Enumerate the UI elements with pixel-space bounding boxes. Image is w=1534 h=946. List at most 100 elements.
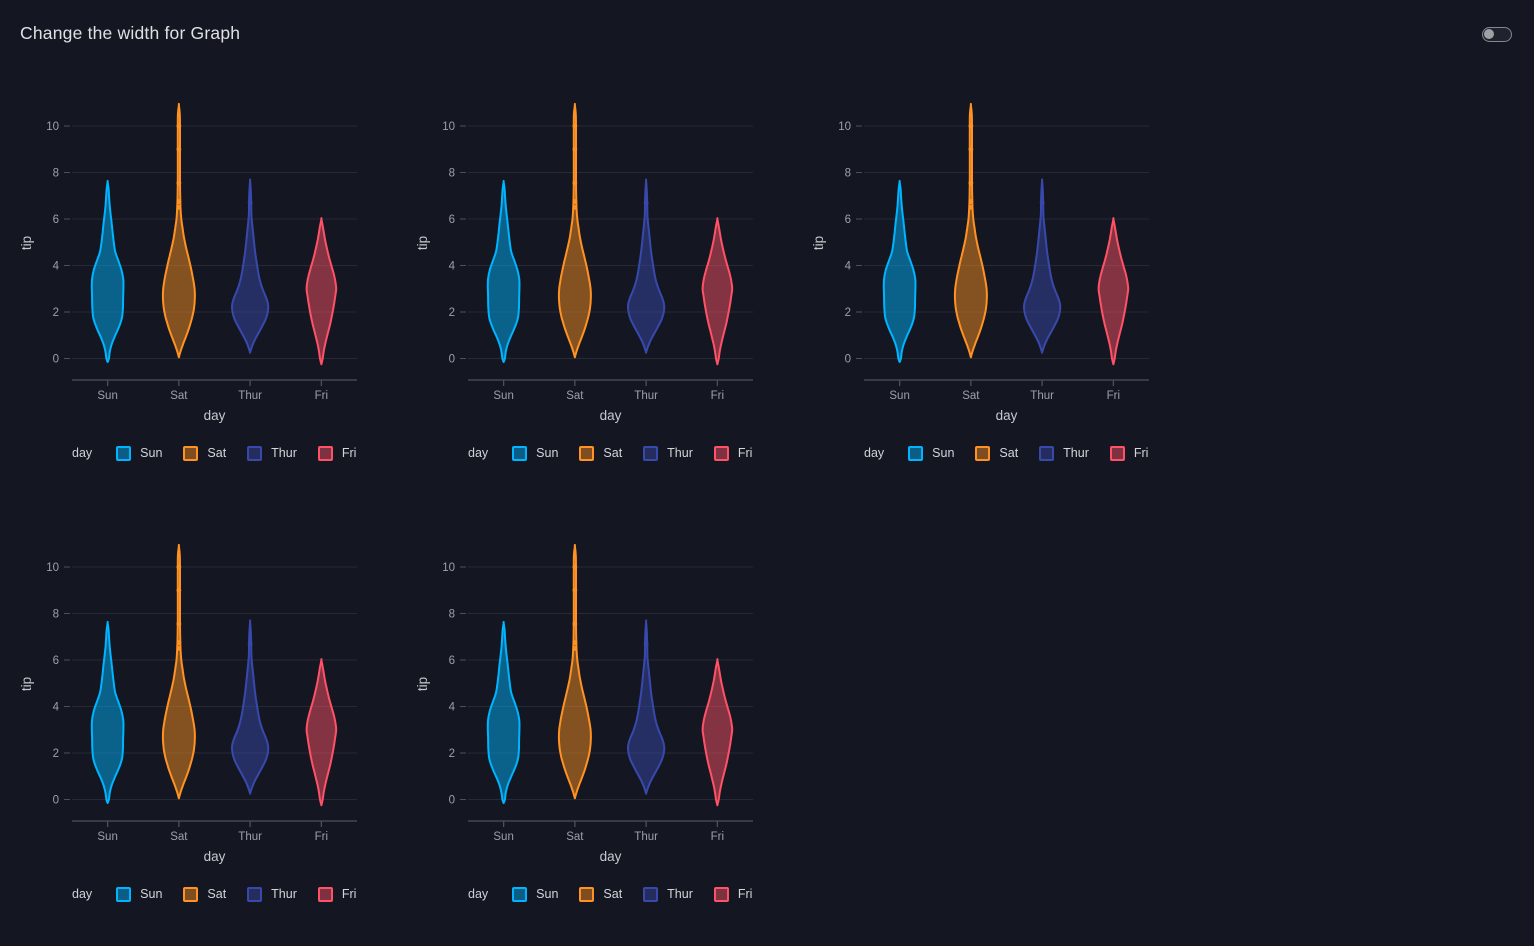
legend-item-sat[interactable]: Sat	[975, 445, 1018, 461]
legend-item-fri[interactable]: Fri	[1109, 445, 1149, 461]
y-tick-label: 4	[53, 702, 60, 714]
legend-item-thur[interactable]: Thur	[643, 886, 693, 902]
outlier-point[interactable]	[572, 645, 578, 651]
legend-item-fri[interactable]: Fri	[317, 886, 356, 902]
legend-item-thur[interactable]: Thur	[247, 445, 297, 461]
violin-sun[interactable]	[90, 179, 125, 363]
legend-item-sun[interactable]: Sun	[512, 886, 558, 902]
legend-item-sat[interactable]: Sat	[579, 886, 622, 902]
outlier-point[interactable]	[643, 200, 649, 206]
legend-label: Sun	[140, 446, 163, 460]
violin-thur[interactable]	[627, 619, 666, 795]
legend-label: Sat	[207, 446, 227, 460]
y-tick-label: 6	[53, 214, 59, 226]
y-tick-label: 0	[845, 354, 851, 366]
legend-item-thur[interactable]: Thur	[247, 886, 297, 902]
outlier-point[interactable]	[247, 200, 253, 206]
y-tick-label: 8	[53, 609, 59, 621]
legend: day Sun Sat Thur Fri	[72, 884, 396, 904]
page-title: Change the width for Graph	[20, 23, 241, 43]
legend-item-sat[interactable]: Sat	[579, 445, 622, 461]
outlier-point[interactable]	[1039, 200, 1045, 206]
legend-label: Fri	[1133, 446, 1149, 460]
violin-sat[interactable]	[557, 102, 592, 359]
legend-swatch-icon	[247, 886, 263, 902]
outlier-point[interactable]	[176, 640, 182, 645]
legend-item-fri[interactable]: Fri	[713, 886, 753, 902]
y-axis-title: tip	[415, 677, 430, 691]
violin-graph-card: 0 2 4 6 8 10 tip Sun Sat Thur Fri day day Sun Sat Thur F…	[396, 75, 792, 516]
outlier-point[interactable]	[572, 204, 578, 210]
violin-thur[interactable]	[231, 619, 270, 795]
page-header: Change the width for Graph	[0, 0, 1534, 75]
violin-fri[interactable]	[1097, 217, 1130, 366]
violin-sun[interactable]	[486, 179, 521, 363]
outlier-point[interactable]	[572, 199, 578, 204]
legend-item-fri[interactable]: Fri	[317, 445, 356, 461]
violin-sun[interactable]	[882, 179, 917, 363]
violin-sat[interactable]	[161, 543, 196, 800]
outlier-point[interactable]	[968, 204, 974, 210]
outlier-point[interactable]	[968, 146, 974, 152]
legend-item-thur[interactable]: Thur	[1039, 445, 1089, 461]
legend: day Sun Sat Thur Fri	[468, 443, 792, 463]
outlier-point[interactable]	[176, 587, 182, 593]
outlier-point[interactable]	[572, 621, 578, 627]
outlier-point[interactable]	[572, 640, 578, 645]
y-tick-label: 4	[449, 261, 456, 273]
outlier-point[interactable]	[247, 641, 253, 647]
outlier-point[interactable]	[572, 180, 578, 186]
legend-swatch-icon	[512, 445, 528, 461]
legend-swatch-icon	[579, 886, 595, 902]
violin-sat[interactable]	[953, 102, 988, 359]
outlier-point[interactable]	[572, 146, 578, 152]
violin-thur[interactable]	[1023, 178, 1062, 354]
y-tick-label: 8	[449, 609, 455, 621]
violin-chart[interactable]: 0 2 4 6 8 10 tip Sun Sat Thur Fri day	[792, 75, 1188, 431]
y-tick-label: 10	[442, 121, 455, 133]
outlier-point[interactable]	[176, 204, 182, 210]
outlier-point[interactable]	[176, 146, 182, 152]
outlier-point[interactable]	[572, 564, 578, 570]
violin-sat[interactable]	[161, 102, 196, 359]
theme-toggle[interactable]	[1482, 27, 1512, 42]
outlier-point[interactable]	[968, 123, 974, 129]
violin-chart[interactable]: 0 2 4 6 8 10 tip Sun Sat Thur Fri day	[396, 75, 792, 431]
violin-fri[interactable]	[305, 658, 338, 807]
outlier-point[interactable]	[176, 645, 182, 651]
legend-title: day	[468, 887, 489, 901]
legend-item-sun[interactable]: Sun	[908, 445, 954, 461]
violin-chart[interactable]: 0 2 4 6 8 10 tip Sun Sat Thur Fri day	[0, 516, 396, 872]
violin-chart[interactable]: 0 2 4 6 8 10 tip Sun Sat Thur Fri day	[0, 75, 396, 431]
outlier-point[interactable]	[176, 123, 182, 129]
violin-thur[interactable]	[627, 178, 666, 354]
outlier-point[interactable]	[176, 199, 182, 204]
outlier-point[interactable]	[572, 587, 578, 593]
outlier-point[interactable]	[572, 123, 578, 129]
legend-item-sat[interactable]: Sat	[183, 445, 227, 461]
legend-swatch-icon	[643, 445, 659, 461]
outlier-point[interactable]	[968, 180, 974, 186]
y-tick-label: 8	[449, 168, 455, 180]
outlier-point[interactable]	[176, 180, 182, 186]
y-tick-label: 0	[449, 354, 455, 366]
violin-fri[interactable]	[701, 217, 734, 366]
violin-fri[interactable]	[305, 217, 338, 366]
violin-sat[interactable]	[557, 543, 592, 800]
violin-sun[interactable]	[486, 620, 521, 804]
violin-fri[interactable]	[701, 658, 734, 807]
outlier-point[interactable]	[968, 199, 974, 204]
outlier-point[interactable]	[176, 564, 182, 570]
legend-item-thur[interactable]: Thur	[643, 445, 693, 461]
legend-item-sun[interactable]: Sun	[116, 445, 163, 461]
violin-chart[interactable]: 0 2 4 6 8 10 tip Sun Sat Thur Fri day	[396, 516, 792, 872]
outlier-point[interactable]	[643, 641, 649, 647]
legend-item-fri[interactable]: Fri	[713, 445, 752, 461]
violin-thur[interactable]	[231, 178, 270, 354]
violin-sun[interactable]	[90, 620, 125, 804]
legend-item-sun[interactable]: Sun	[116, 886, 162, 902]
legend-item-sun[interactable]: Sun	[512, 445, 558, 461]
legend-item-sat[interactable]: Sat	[183, 886, 226, 902]
legend-label: Fri	[737, 887, 753, 901]
outlier-point[interactable]	[176, 621, 182, 627]
